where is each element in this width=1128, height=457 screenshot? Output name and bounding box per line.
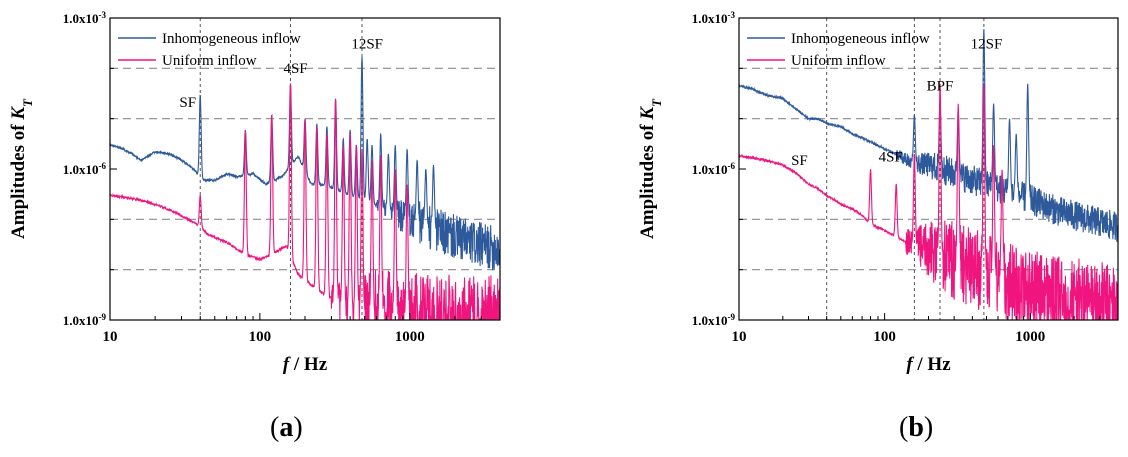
peak-annotation: SF [179,95,196,111]
x-tick-label: 1000 [1015,329,1045,345]
y-tick-label: 1.0x10-9 [63,312,107,328]
series-line-inhomogeneous [110,56,500,271]
peak-annotation: 4SF [879,150,903,166]
x-axis-label: f / Hz [283,354,328,375]
y-axis-label: Amplitudes of KT [8,98,35,239]
series-line-uniform [739,83,1118,320]
y-tick-label: 1.0x10-3 [692,10,736,26]
x-tick-label: 100 [249,329,272,345]
x-tick-label: 10 [103,329,118,345]
chart-panel-b: 10 100 1000 1.0x10-9 1.0x10-6 1.0x10-3 f / Hz A… [637,10,1119,375]
legend-label-uniform: Uniform inflow [791,53,886,69]
x-axis-label: f / Hz [906,354,951,375]
chart-panel-a: 10 100 1000 1.0x10-9 1.0x10-6 1.0x10-3 f / Hz A… [8,10,501,375]
y-tick-label: 1.0x10-3 [63,10,107,26]
x-tick-label: 100 [873,329,896,345]
peak-annotation: 4SF [283,61,307,77]
panel-label-a-open: ( [270,412,280,443]
series-line-uniform [110,83,500,320]
panel-label-a: (a) [270,412,303,444]
peak-annotation: 12SF [351,36,383,52]
panel-label-b-open: ( [899,412,909,443]
series-line-inhomogeneous [739,29,1118,242]
y-tick-label: 1.0x10-9 [692,312,736,328]
peak-annotation: SF [791,153,808,169]
legend-label-uniform: Uniform inflow [162,53,257,69]
peak-annotation: BPF [927,79,954,95]
y-tick-label: 1.0x10-6 [63,161,107,177]
panel-label-b-letter: b [908,412,924,443]
panel-label-a-letter: a [279,412,294,443]
y-axis-label: Amplitudes of KT [637,98,664,239]
peak-annotation: 12SF [971,36,1003,52]
x-tick-label: 1000 [395,329,425,345]
x-tick-label: 10 [732,329,747,345]
legend-label-inhomogeneous: Inhomogeneous inflow [791,31,930,47]
panel-label-b-close: ) [923,412,934,443]
panel-label-a-close: ) [293,412,303,443]
legend-label-inhomogeneous: Inhomogeneous inflow [162,31,301,47]
panel-label-b: (b) [899,412,933,444]
y-tick-label: 1.0x10-6 [692,161,736,177]
